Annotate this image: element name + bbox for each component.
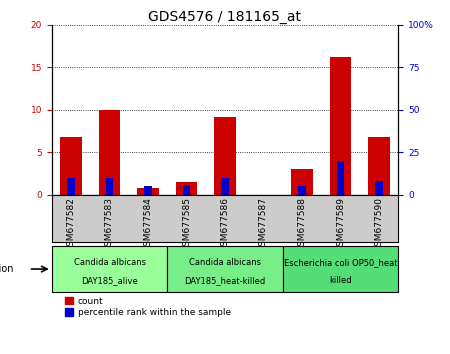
Bar [60, 137, 81, 195]
Bar [283, 246, 398, 292]
Bar [99, 110, 120, 195]
Bar [176, 182, 197, 195]
Text: GSM677582: GSM677582 [67, 197, 76, 252]
Text: GSM677587: GSM677587 [259, 197, 268, 252]
Bar [221, 178, 229, 195]
Bar [369, 137, 390, 195]
Text: killed: killed [329, 276, 352, 285]
Bar [106, 178, 113, 195]
Text: GSM677589: GSM677589 [336, 197, 345, 252]
Bar [183, 185, 190, 195]
Text: Candida albicans: Candida albicans [73, 258, 145, 267]
Bar [214, 116, 236, 195]
Text: GSM677590: GSM677590 [374, 197, 383, 252]
Text: GSM677584: GSM677584 [144, 197, 153, 252]
Text: GSM677583: GSM677583 [105, 197, 114, 252]
Bar [52, 246, 167, 292]
Text: DAY185_heat-killed: DAY185_heat-killed [184, 276, 266, 285]
Text: GSM677585: GSM677585 [182, 197, 191, 252]
Bar [330, 57, 351, 195]
Bar [67, 178, 75, 195]
Bar [167, 246, 283, 292]
Text: infection: infection [0, 264, 13, 274]
Text: GSM677586: GSM677586 [220, 197, 230, 252]
Bar [375, 181, 383, 195]
Bar [298, 186, 306, 195]
Title: GDS4576 / 181165_at: GDS4576 / 181165_at [148, 10, 302, 24]
Legend: count, percentile rank within the sample: count, percentile rank within the sample [65, 297, 231, 317]
Bar [137, 188, 158, 195]
Bar [292, 169, 313, 195]
Text: Escherichia coli OP50_heat: Escherichia coli OP50_heat [284, 258, 397, 267]
Text: DAY185_alive: DAY185_alive [81, 276, 138, 285]
Text: Candida albicans: Candida albicans [189, 258, 261, 267]
Text: GSM677588: GSM677588 [297, 197, 306, 252]
Bar [337, 161, 344, 195]
Bar [144, 186, 152, 195]
